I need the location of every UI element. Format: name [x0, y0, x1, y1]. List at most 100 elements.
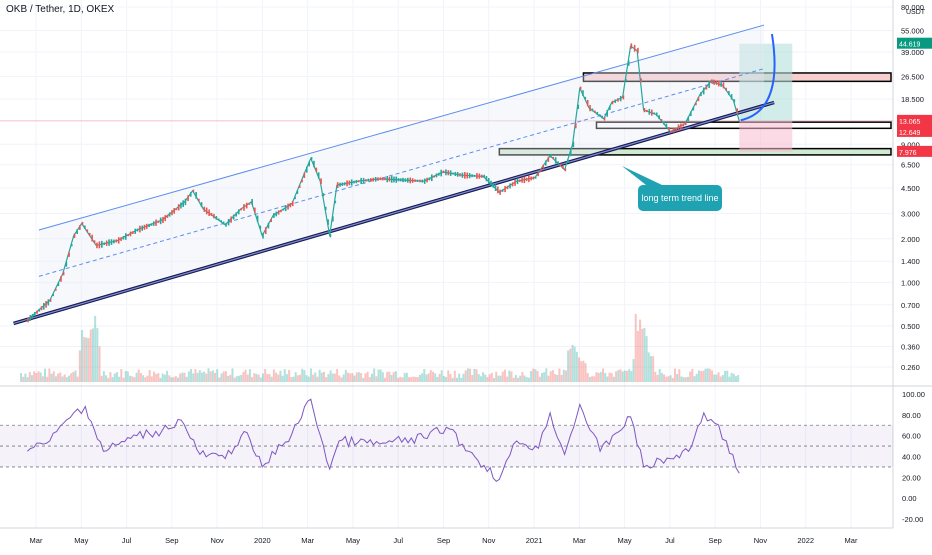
price-candle: [259, 225, 262, 229]
price-candle: [251, 198, 253, 205]
rsi-tick-label: 60.00: [902, 432, 921, 441]
price-candle: [490, 180, 492, 186]
volume-bar: [231, 368, 234, 382]
price-candle: [452, 172, 454, 175]
volume-bar: [375, 376, 378, 382]
price-candle: [658, 115, 660, 120]
price-candle: [611, 100, 614, 105]
price-tick-label: 18.500: [901, 95, 924, 104]
volume-bar: [22, 376, 25, 382]
volume-bar: [423, 369, 426, 382]
volume-bar: [449, 374, 452, 382]
price-candle: [687, 116, 690, 121]
price-candle: [157, 220, 160, 223]
zone-resistance: [582, 72, 892, 83]
price-candle: [79, 225, 81, 230]
volume-bar: [118, 376, 121, 382]
price-candle: [96, 242, 98, 249]
price-candle: [430, 174, 433, 182]
price-candle: [175, 208, 178, 211]
volume-bar: [336, 369, 339, 382]
price-candle: [243, 204, 245, 211]
volume-bar: [83, 337, 86, 382]
price-candle: [166, 214, 169, 218]
volume-bar: [669, 375, 672, 382]
price-candle: [471, 174, 473, 178]
price-candle: [407, 177, 409, 183]
time-tick-label: Mar: [301, 536, 314, 545]
volume-bar: [222, 371, 225, 382]
price-label-text: 12.649: [899, 130, 921, 137]
price-candle: [184, 198, 187, 206]
volume-bar: [190, 368, 193, 382]
volume-bar: [730, 372, 733, 382]
price-candle: [98, 241, 101, 249]
price-candle: [324, 206, 327, 211]
volume-bar: [100, 375, 103, 382]
price-candle: [57, 282, 60, 287]
volume-bar: [414, 376, 417, 382]
price-candle: [43, 302, 45, 310]
volume-bar: [636, 330, 639, 382]
volume-bar: [91, 328, 94, 382]
volume-bar: [695, 373, 698, 382]
volume-bar: [46, 376, 49, 382]
volume-bar: [281, 375, 284, 382]
volume-bar: [353, 375, 356, 382]
volume-bar: [105, 375, 108, 382]
time-tick-label: 2022: [797, 536, 814, 545]
volume-bar: [732, 373, 735, 382]
volume-bar: [649, 356, 652, 382]
price-candle: [91, 234, 93, 242]
price-candle: [523, 176, 526, 184]
volume-bar: [344, 369, 347, 382]
price-candle: [409, 177, 412, 184]
volume-bar: [355, 372, 358, 382]
price-candle: [728, 90, 730, 96]
price-candle: [542, 164, 545, 169]
volume-bar: [133, 377, 136, 382]
volume-bar: [473, 368, 476, 382]
time-tick-label: Sep: [437, 536, 450, 545]
price-label-box: [897, 114, 932, 126]
volume-bar: [333, 373, 336, 382]
volume-bar: [37, 371, 40, 382]
volume-bar: [625, 370, 628, 382]
volume-bar: [299, 374, 302, 382]
volume-bar: [615, 371, 618, 382]
price-candle: [715, 81, 718, 85]
price-candle: [205, 207, 208, 215]
price-candle: [390, 176, 393, 183]
volume-bar: [166, 370, 169, 382]
volume-bar: [436, 376, 439, 382]
volume-bar: [342, 374, 345, 382]
volume-bar: [268, 374, 271, 382]
price-candle: [346, 180, 348, 187]
price-candle: [291, 201, 294, 207]
trend-channel: [13, 24, 775, 326]
volume-bar: [708, 368, 711, 382]
volume-bar: [65, 377, 68, 382]
price-candle: [499, 189, 501, 195]
price-candle: [303, 172, 306, 178]
price-candle: [395, 176, 398, 183]
price-candle: [103, 242, 106, 246]
price-candle: [93, 240, 96, 244]
price-tick-label: 6.500: [901, 161, 920, 170]
price-candle: [49, 298, 52, 302]
volume-bar: [41, 376, 44, 382]
volume-bar: [76, 376, 79, 382]
price-label-text: 7.976: [899, 150, 917, 157]
price-candle: [606, 110, 609, 117]
price-candle: [334, 200, 337, 204]
time-tick-label: Nov: [210, 536, 224, 545]
price-tick-label: 26.500: [901, 72, 924, 81]
volume-bar: [512, 377, 515, 382]
volume-bar: [503, 369, 506, 382]
volume-bar: [599, 371, 602, 382]
price-candle: [168, 212, 171, 217]
volume-bar: [362, 377, 365, 382]
volume-bar: [325, 377, 328, 382]
